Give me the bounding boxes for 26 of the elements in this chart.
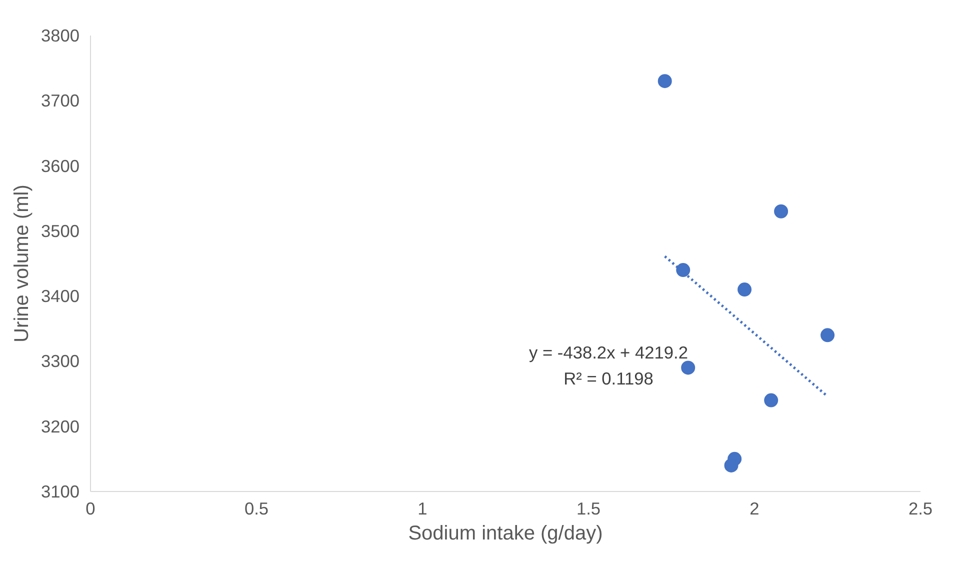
annotation: R² = 0.1198: [564, 368, 654, 388]
x-axis-title: Sodium intake (g/day): [408, 522, 603, 544]
x-tick-label: 2.5: [908, 498, 933, 518]
point: [738, 282, 752, 297]
point: [676, 263, 690, 277]
y-tick-label: 3100: [40, 482, 80, 502]
x-tick-label: 0.5: [244, 498, 269, 518]
y-axis-title: Urine volume (ml): [10, 184, 33, 342]
x-tick-label: 1.5: [576, 498, 601, 518]
annotation: y = -438.2x + 4219.2: [529, 342, 688, 362]
point: [774, 204, 788, 218]
x-tick-label: 0: [86, 498, 96, 518]
point: [820, 328, 835, 342]
y-tick-label: 3400: [40, 286, 80, 306]
y-tick-label: 3300: [40, 351, 80, 372]
point: [681, 360, 696, 375]
y-tick-label: 3700: [40, 90, 80, 111]
x-tick-label: 2: [750, 498, 760, 518]
y-tick-label: 3200: [40, 416, 80, 436]
y-tick-label: 3600: [40, 156, 80, 176]
y-tick-label: 3800: [40, 26, 80, 46]
point: [764, 393, 778, 408]
y-tick-label: 3500: [40, 220, 80, 241]
x-tick-label: 1: [418, 498, 428, 518]
point: [724, 458, 738, 472]
point: [658, 74, 672, 88]
